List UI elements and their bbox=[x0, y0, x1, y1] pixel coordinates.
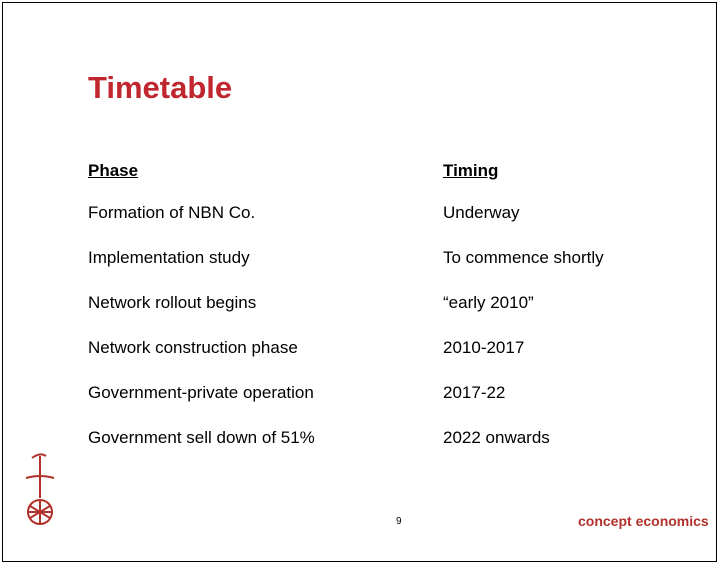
column-header: Phase bbox=[88, 161, 139, 180]
logo bbox=[25, 453, 55, 525]
phase-cell: Network rollout begins bbox=[88, 293, 257, 312]
phase-cell: Implementation study bbox=[88, 248, 250, 267]
timing-cell: Underway bbox=[443, 203, 520, 222]
timing-cell: 2022 onwards bbox=[443, 428, 550, 447]
phase-cell: Government-private operation bbox=[88, 383, 314, 402]
phase-cell: Government sell down of 51% bbox=[88, 428, 315, 447]
phase-cell: Formation of NBN Co. bbox=[88, 203, 256, 222]
timing-cell: 2017-22 bbox=[443, 383, 506, 402]
column-header: Timing bbox=[443, 161, 499, 180]
timing-cell: “early 2010” bbox=[443, 293, 534, 312]
page-number: 9 bbox=[396, 516, 402, 527]
phase-cell: Network construction phase bbox=[88, 338, 298, 357]
brand: concept economics bbox=[578, 513, 709, 529]
slide-title: Timetable bbox=[88, 70, 233, 105]
timing-cell: To commence shortly bbox=[443, 248, 604, 267]
timing-cell: 2010-2017 bbox=[443, 338, 525, 357]
